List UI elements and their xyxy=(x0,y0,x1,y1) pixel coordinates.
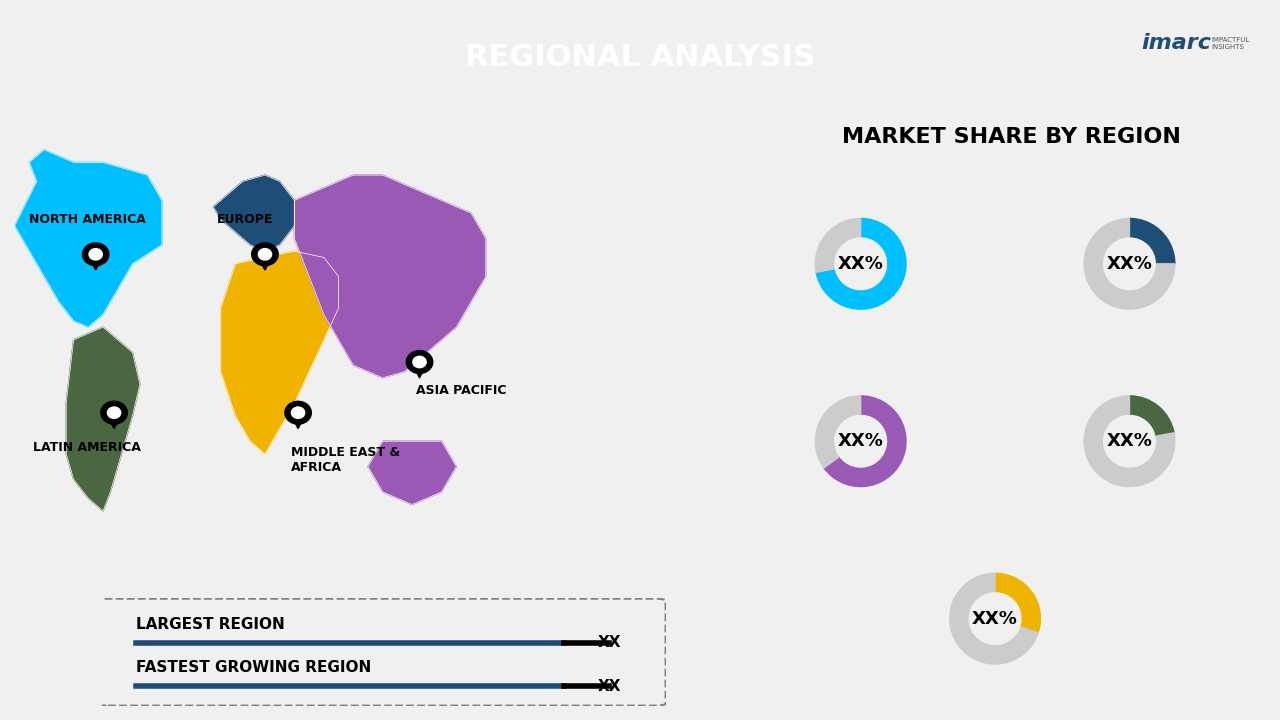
Polygon shape xyxy=(369,441,457,505)
Text: XX%: XX% xyxy=(1106,255,1152,273)
Circle shape xyxy=(90,248,102,260)
Text: FASTEST GROWING REGION: FASTEST GROWING REGION xyxy=(136,660,371,675)
Circle shape xyxy=(82,243,109,266)
Wedge shape xyxy=(815,218,860,272)
Text: XX%: XX% xyxy=(837,255,883,273)
Text: NORTH AMERICA: NORTH AMERICA xyxy=(29,213,146,226)
Circle shape xyxy=(292,407,305,418)
Text: XX%: XX% xyxy=(972,610,1018,628)
Text: XX%: XX% xyxy=(837,432,883,450)
Text: MARKET SHARE BY REGION: MARKET SHARE BY REGION xyxy=(842,127,1180,147)
Polygon shape xyxy=(90,258,101,270)
Polygon shape xyxy=(109,417,120,428)
Circle shape xyxy=(406,351,433,374)
Text: XX%: XX% xyxy=(1106,432,1152,450)
Text: ASIA PACIFIC: ASIA PACIFIC xyxy=(416,384,507,397)
Wedge shape xyxy=(1129,218,1175,264)
Text: EUROPE: EUROPE xyxy=(218,213,274,226)
Circle shape xyxy=(252,243,278,266)
Polygon shape xyxy=(413,366,425,378)
Polygon shape xyxy=(259,258,271,270)
Polygon shape xyxy=(292,417,303,428)
Text: REGIONAL ANALYSIS: REGIONAL ANALYSIS xyxy=(465,43,815,72)
Polygon shape xyxy=(214,175,294,251)
Circle shape xyxy=(101,401,127,424)
Polygon shape xyxy=(294,175,486,378)
Polygon shape xyxy=(15,150,161,327)
Circle shape xyxy=(285,401,311,424)
Text: imarc: imarc xyxy=(1142,33,1212,53)
Text: MIDDLE EAST &
AFRICA: MIDDLE EAST & AFRICA xyxy=(291,446,399,474)
Text: XX: XX xyxy=(598,679,622,693)
Wedge shape xyxy=(817,218,906,309)
Text: IMPACTFUL
INSIGHTS: IMPACTFUL INSIGHTS xyxy=(1211,37,1249,50)
Wedge shape xyxy=(995,573,1041,633)
Text: LATIN AMERICA: LATIN AMERICA xyxy=(33,441,141,454)
Text: XX: XX xyxy=(598,636,622,650)
Circle shape xyxy=(259,248,271,260)
Circle shape xyxy=(413,356,426,368)
Wedge shape xyxy=(950,573,1038,664)
Wedge shape xyxy=(824,396,906,487)
Wedge shape xyxy=(1129,396,1174,436)
Circle shape xyxy=(108,407,120,418)
Wedge shape xyxy=(1084,218,1175,309)
Polygon shape xyxy=(67,327,140,511)
Polygon shape xyxy=(220,251,338,454)
Wedge shape xyxy=(815,396,860,468)
Wedge shape xyxy=(1084,396,1175,487)
Text: LARGEST REGION: LARGEST REGION xyxy=(136,617,285,632)
